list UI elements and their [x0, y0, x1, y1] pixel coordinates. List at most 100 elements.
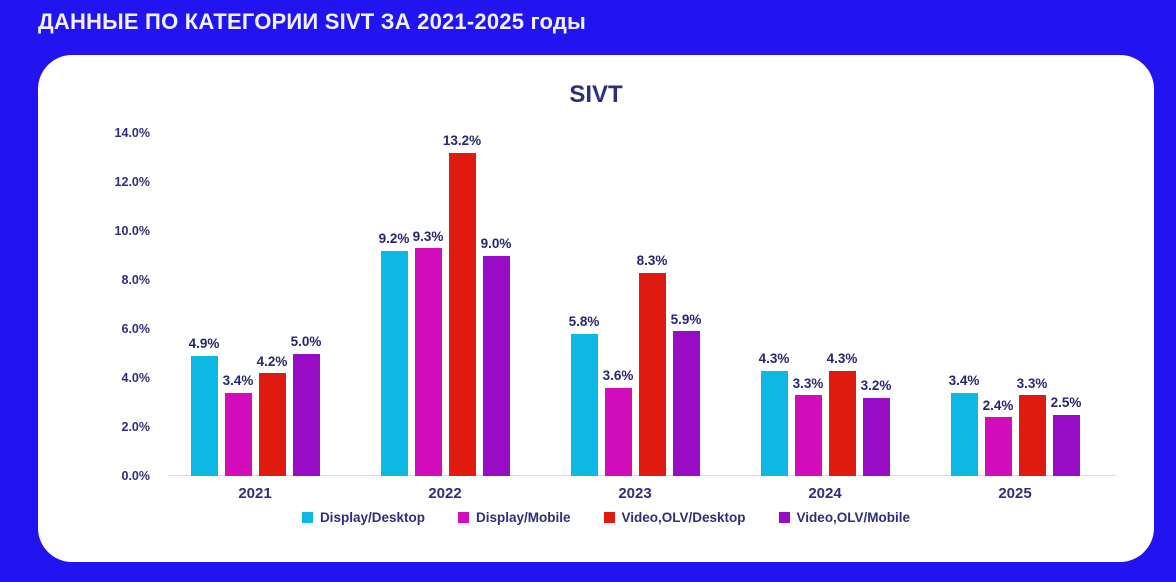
bar-data-label: 5.8% — [568, 314, 600, 330]
bar-data-label: 9.2% — [378, 231, 410, 247]
bar — [1052, 414, 1080, 476]
bar-data-label: 3.2% — [860, 378, 892, 394]
bar-group-2024: 4.3% 3.3% 4.3% 3.2% 2024 — [730, 133, 920, 502]
y-axis-tick-label: 10.0% — [114, 223, 150, 238]
bar — [760, 370, 788, 476]
bar — [672, 331, 700, 476]
bar — [570, 333, 598, 476]
bar-data-label: 8.3% — [636, 253, 668, 269]
y-axis-tick-label: 8.0% — [121, 272, 151, 287]
x-axis-category-label: 2022 — [428, 485, 462, 502]
legend-item: Display/Desktop — [301, 510, 425, 525]
bar-column: 5.0% — [290, 133, 322, 476]
legend-item: Display/Mobile — [457, 510, 571, 525]
bar-column: 9.3% — [412, 133, 444, 476]
y-axis-tick-label: 4.0% — [121, 370, 151, 385]
bar-data-label: 3.3% — [792, 375, 824, 391]
bar-data-label: 4.3% — [826, 351, 858, 367]
bar — [448, 152, 476, 476]
x-axis-category-label: 2023 — [618, 485, 652, 502]
bar-column: 9.2% — [378, 133, 410, 476]
bar-column: 4.9% — [188, 133, 220, 476]
bar — [862, 397, 890, 476]
bar — [224, 392, 252, 476]
bar-column: 5.8% — [568, 133, 600, 476]
chart-title: SIVT — [569, 81, 623, 108]
legend-label: Video,OLV/Mobile — [796, 510, 911, 525]
bar-row: 4.9% 3.4% 4.2% 5.0% — [188, 133, 322, 476]
legend-item: Video,OLV/Desktop — [603, 510, 746, 525]
bar-data-label: 2.4% — [982, 397, 1014, 413]
bar — [984, 417, 1012, 476]
bar-group-2025: 3.4% 2.4% 3.3% 2.5% 2025 — [920, 133, 1110, 502]
bar-column: 13.2% — [443, 133, 481, 476]
y-axis-tick-label: 14.0% — [114, 125, 150, 140]
bar — [828, 370, 856, 476]
bar — [638, 272, 666, 476]
y-axis-tick-label: 2.0% — [121, 419, 151, 434]
bar-row: 4.3% 3.3% 4.3% 3.2% — [758, 133, 892, 476]
bar-data-label: 13.2% — [442, 133, 482, 149]
legend-item: Video,OLV/Mobile — [778, 510, 911, 525]
bar — [380, 250, 408, 476]
bar-column: 4.3% — [758, 133, 790, 476]
bar-column: 2.4% — [982, 133, 1014, 476]
bar-column: 4.2% — [256, 133, 288, 476]
bar-data-label: 5.9% — [670, 311, 702, 327]
bar-data-label: 4.2% — [256, 353, 288, 369]
y-axis-tick-label: 6.0% — [121, 321, 151, 336]
bar-group-2021: 4.9% 3.4% 4.2% 5.0% 2021 — [160, 133, 350, 502]
bar — [794, 395, 822, 476]
legend-label: Display/Desktop — [319, 510, 425, 525]
plot-area: 0.0% 2.0% 4.0% 6.0% 8.0% 10.0% 12.0% 14.0% 4.9%… — [115, 126, 1116, 502]
bar-column: 9.0% — [480, 133, 512, 476]
bar-data-label: 3.6% — [602, 368, 634, 384]
bar — [292, 353, 320, 476]
y-axis-tick-label: 12.0% — [114, 174, 150, 189]
bar-column: 3.4% — [222, 133, 254, 476]
bar-column: 2.5% — [1050, 133, 1082, 476]
bar-column: 3.4% — [948, 133, 980, 476]
bar-column: 3.2% — [860, 133, 892, 476]
chart-legend: Display/Desktop Display/Mobile Video,OLV/D… — [58, 510, 1154, 525]
bar-group-2022: 9.2% 9.3% 13.2% 9.0% 2022 — [350, 133, 540, 502]
bar-data-label: 9.0% — [480, 236, 512, 251]
bar-data-label: 3.4% — [948, 373, 980, 389]
bar — [482, 255, 510, 476]
bar-row: 3.4% 2.4% 3.3% 2.5% — [948, 133, 1082, 476]
bar — [414, 248, 442, 476]
legend-swatch-icon — [778, 512, 790, 523]
bar — [950, 392, 978, 476]
legend-swatch-icon — [301, 512, 313, 523]
x-axis-category-label: 2024 — [808, 485, 842, 502]
bar-column: 4.3% — [826, 133, 858, 476]
bar-row: 9.2% 9.3% 13.2% 9.0% — [378, 133, 512, 476]
bar-group-2023: 5.8% 3.6% 8.3% 5.9% 2023 — [540, 133, 730, 502]
bar-data-label: 3.4% — [222, 373, 254, 389]
bar-data-label: 5.0% — [290, 334, 322, 349]
bar — [258, 373, 286, 476]
x-axis-category-label: 2021 — [238, 485, 272, 502]
bar-data-label: 9.3% — [412, 228, 444, 244]
bar-data-label: 4.9% — [188, 336, 220, 352]
bar-column: 5.9% — [670, 133, 702, 476]
page-title: ДАННЫЕ ПО КАТЕГОРИИ SIVT ЗА 2021-2025 го… — [38, 9, 587, 34]
bar-data-label: 4.3% — [758, 351, 790, 367]
bar — [190, 355, 218, 476]
bar-column: 3.6% — [602, 133, 634, 476]
bar-row: 5.8% 3.6% 8.3% 5.9% — [568, 133, 702, 476]
legend-swatch-icon — [603, 512, 615, 523]
x-axis-category-label: 2025 — [998, 485, 1032, 502]
bar — [1018, 395, 1046, 476]
bar-data-label: 3.3% — [1016, 375, 1048, 391]
bar-column: 8.3% — [636, 133, 668, 476]
bar-groups: 4.9% 3.4% 4.2% 5.0% 2021 9.2% 9.3% 13.2% 9.0% 202… — [160, 133, 1110, 502]
bar-column: 3.3% — [792, 133, 824, 476]
legend-label: Video,OLV/Desktop — [621, 510, 746, 525]
legend-swatch-icon — [457, 512, 469, 523]
bar-data-label: 2.5% — [1050, 395, 1082, 411]
bar — [604, 387, 632, 476]
legend-label: Display/Mobile — [475, 510, 571, 525]
bar-column: 3.3% — [1016, 133, 1048, 476]
